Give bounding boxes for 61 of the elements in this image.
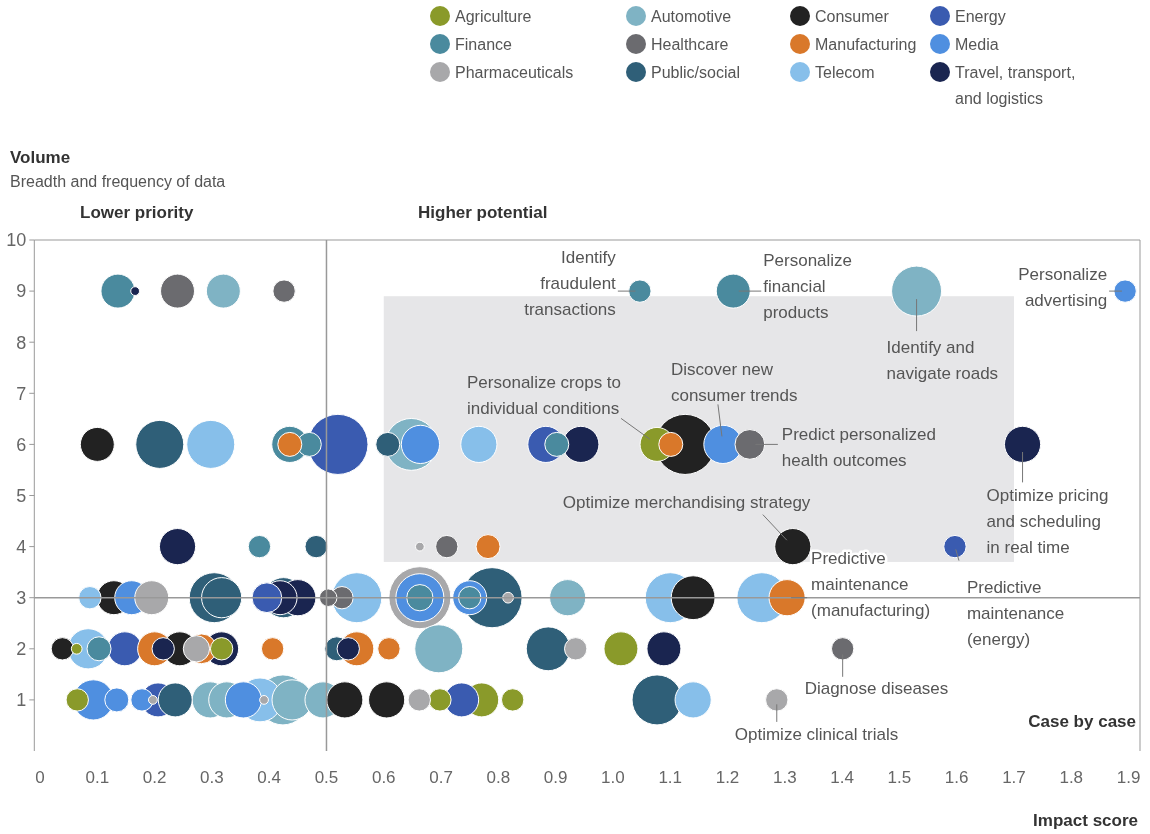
x-tick-label: 1.9 [1116,768,1141,787]
annotation: Identify fraudulent transactions [524,248,617,320]
x-tick-label: 0.5 [314,768,339,787]
annotation: Discover new consumer trends [670,360,798,406]
annotation: Predict personalized health outcomes [781,425,936,471]
x-tick-label: 0.2 [142,768,167,787]
y-tick-label: 10 [6,230,27,251]
x-tick-label: 1.2 [715,768,740,787]
legend-label: Travel, transport, and logistics [955,64,1076,107]
legend-label: Telecom [815,64,875,81]
x-tick-label: 0.1 [85,768,110,787]
x-tick-label: 1.0 [601,768,625,787]
annotation: Optimize merchandising strategy [562,492,811,512]
x-tick-label: 0 [35,768,45,787]
y-tick-label: 7 [16,383,27,404]
legend-label: Automotive [651,8,732,25]
x-tick-label: 1.1 [658,768,683,787]
x-tick-label: 0.8 [486,768,511,787]
y-tick-label: 2 [16,639,27,660]
legend-label: Media [955,36,999,53]
text: Breadth and frequency of data [10,173,226,190]
x-tick-label: 1.8 [1059,768,1084,787]
x-tick-label: 0.9 [543,768,568,787]
y-tick-label: 5 [16,485,27,506]
annotation: Optimize clinical trials [734,724,899,744]
y-tick-label: 6 [16,434,27,455]
x-tick-label: 0.3 [200,768,224,787]
text: Higher potential [418,203,548,222]
annotation: Personalize crops to individual conditions [467,373,622,419]
x-axis-title: Impact score [1033,811,1138,830]
annotation: Personalize advertising [1018,265,1108,311]
y-tick-label: 4 [16,536,27,557]
x-tick-label: 0.7 [429,768,453,787]
annotation: Diagnose diseases [804,678,949,698]
legend-label: Manufacturing [815,36,917,53]
text: Lower priority [80,203,194,222]
y-tick-label: 8 [16,332,27,353]
annotation: Case by case [1028,712,1136,731]
y-tick-label: 1 [16,690,27,711]
x-tick-label: 1.3 [772,768,797,787]
legend-label: Finance [455,36,513,53]
annotation: Optimize pricing and scheduling in real time [986,486,1109,558]
y-axis-title: Volume [10,148,71,167]
x-tick-label: 0.6 [371,768,396,787]
annotation: Personalize financial products [763,251,853,323]
annotation: Identify and navigate roads [886,338,999,384]
legend-label: Public/social [651,64,740,81]
legend-label: Consumer [815,8,890,25]
legend-label: Pharmaceuticals [455,64,574,81]
x-tick-label: 1.6 [944,768,969,787]
x-tick-label: 1.4 [830,768,854,787]
legend-label: Energy [955,8,1006,25]
x-tick-label: 1.5 [887,768,912,787]
x-tick-label: 0.4 [257,768,282,787]
legend-label: Healthcare [651,36,729,53]
annotation: Predictive maintenance (manufacturing) [811,548,931,620]
legend-label: Agriculture [455,8,532,25]
y-tick-label: 9 [16,281,27,302]
annotation: Predictive maintenance (energy) [966,577,1065,649]
x-tick-label: 1.7 [1002,768,1026,787]
y-tick-label: 3 [16,588,27,608]
